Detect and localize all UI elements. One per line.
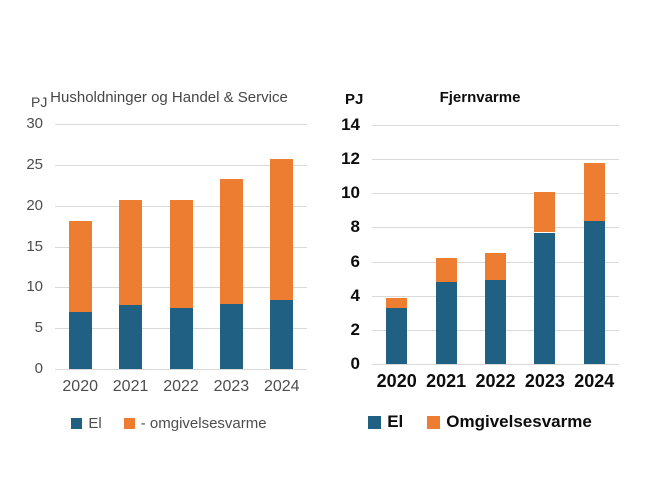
bar-segment-el xyxy=(534,232,556,364)
y-tick-label: 5 xyxy=(34,319,43,337)
bar-segment-el xyxy=(169,307,193,369)
bar-segment-el xyxy=(583,220,605,364)
bar-segment-el xyxy=(68,311,92,369)
legend-item-el: El xyxy=(71,415,102,432)
legend-item-omgivelsesvarme: - omgivelsesvarme xyxy=(123,415,267,432)
legend: El Omgivelsesvarme xyxy=(340,412,620,432)
gridline xyxy=(372,227,619,229)
el-swatch xyxy=(71,418,83,429)
gridline xyxy=(55,164,307,166)
bar-segment-el xyxy=(386,307,408,364)
y-tick-label: 30 xyxy=(26,115,43,132)
gridline xyxy=(372,125,619,126)
bar-segment-omgivelsesvarme xyxy=(435,258,457,283)
gridline xyxy=(372,364,619,365)
chart-title: Husholdninger og Handel & Service xyxy=(50,89,288,106)
legend-label-el: El xyxy=(387,412,404,431)
x-tick-label: 2020 xyxy=(62,378,98,395)
y-tick-label: 12 xyxy=(341,149,360,169)
y-tick-label: 25 xyxy=(26,155,43,173)
omgivelsesvarme-swatch xyxy=(123,418,135,429)
x-tick-label: 2022 xyxy=(163,378,199,395)
y-axis-unit-label: PJ xyxy=(31,94,48,110)
x-tick-label: 2022 xyxy=(475,371,516,391)
el-swatch xyxy=(368,415,382,429)
bar-segment-el xyxy=(270,299,294,369)
y-tick-label: 15 xyxy=(26,237,43,255)
gridline xyxy=(372,193,619,195)
legend-label-omgivelsesvarme: - omgivelsesvarme xyxy=(140,415,267,432)
legend-label-omgivelsesvarme: Omgivelsesvarme xyxy=(446,412,592,431)
bar-segment-omgivelsesvarme xyxy=(169,200,193,308)
bar-segment-omgivelsesvarme xyxy=(119,200,143,306)
bar-segment-omgivelsesvarme xyxy=(485,253,506,281)
bar-segment-el xyxy=(219,303,243,369)
y-tick-label: 10 xyxy=(26,278,43,296)
y-tick-label: 2 xyxy=(350,319,360,339)
y-tick-label: 0 xyxy=(34,360,43,377)
y-tick-label: 4 xyxy=(350,285,360,305)
legend-label-el: El xyxy=(88,415,102,432)
legend-item-el: El xyxy=(368,412,403,432)
bar-segment-omgivelsesvarme xyxy=(270,159,294,300)
gridline xyxy=(372,159,619,161)
y-tick-label: 14 xyxy=(341,115,360,134)
omgivelsesvarme-swatch xyxy=(427,415,441,429)
chart-title: Fjernvarme xyxy=(439,89,521,106)
x-tick-label: 2020 xyxy=(376,371,417,391)
x-tick-label: 2024 xyxy=(263,378,300,395)
x-tick-label: 2023 xyxy=(524,371,565,391)
x-tick-label: 2021 xyxy=(112,378,149,395)
bar-segment-omgivelsesvarme xyxy=(219,178,243,304)
x-tick-label: 2023 xyxy=(213,378,250,395)
bar-segment-omgivelsesvarme xyxy=(386,298,408,308)
bar-segment-omgivelsesvarme xyxy=(534,192,556,233)
y-tick-label: 10 xyxy=(341,183,360,203)
y-tick-label: 6 xyxy=(350,251,360,271)
y-tick-label: 8 xyxy=(350,217,360,237)
bar-segment-omgivelsesvarme xyxy=(68,221,92,312)
x-tick-label: 2021 xyxy=(426,371,467,391)
y-tick-label: 0 xyxy=(350,354,360,373)
y-tick-label: 20 xyxy=(26,196,43,214)
bar-segment-omgivelsesvarme xyxy=(583,163,605,221)
bar-segment-el xyxy=(485,280,506,364)
bar-segment-el xyxy=(119,305,143,369)
gridline xyxy=(55,369,307,370)
legend-item-omgivelsesvarme: Omgivelsesvarme xyxy=(427,412,592,432)
x-tick-label: 2024 xyxy=(574,371,615,391)
gridline xyxy=(55,124,307,125)
bar-segment-el xyxy=(435,282,457,364)
y-axis-unit-label: PJ xyxy=(345,91,364,108)
legend: El - omgivelsesvarme xyxy=(28,415,310,432)
